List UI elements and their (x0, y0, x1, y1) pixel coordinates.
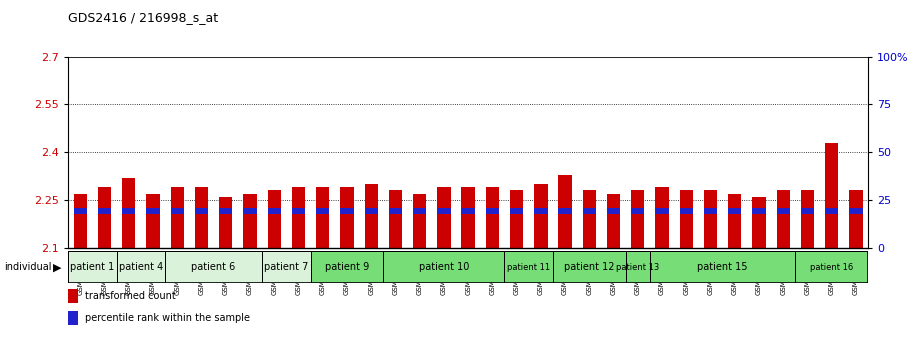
Bar (365, 208, 378, 214)
Bar (795, 251, 868, 283)
Bar (316, 187, 329, 248)
Bar (122, 178, 135, 248)
Bar (625, 251, 650, 283)
Bar (680, 190, 693, 248)
Bar (98, 208, 111, 214)
Bar (146, 194, 160, 248)
Bar (534, 184, 547, 248)
Text: patient 15: patient 15 (697, 262, 748, 272)
Text: patient 10: patient 10 (419, 262, 469, 272)
Bar (553, 251, 625, 283)
Bar (389, 208, 402, 214)
Bar (680, 208, 693, 214)
Bar (384, 251, 504, 283)
Bar (413, 194, 426, 248)
Text: patient 6: patient 6 (192, 262, 235, 272)
Bar (753, 197, 765, 248)
Text: ▶: ▶ (53, 262, 61, 272)
Text: patient 4: patient 4 (119, 262, 163, 272)
Bar (68, 251, 116, 283)
Bar (558, 175, 572, 248)
Text: transformed count: transformed count (85, 291, 175, 301)
Bar (462, 208, 474, 214)
Bar (389, 190, 402, 248)
Bar (74, 194, 87, 248)
Bar (534, 208, 547, 214)
Bar (849, 208, 863, 214)
Bar (122, 208, 135, 214)
Bar (340, 208, 354, 214)
Text: GDS2416 / 216998_s_at: GDS2416 / 216998_s_at (68, 11, 218, 24)
Bar (244, 208, 256, 214)
Bar (195, 187, 208, 248)
Bar (631, 208, 644, 214)
Bar (801, 190, 814, 248)
Bar (195, 208, 208, 214)
Text: patient 12: patient 12 (564, 262, 614, 272)
Bar (340, 187, 354, 248)
Bar (728, 194, 742, 248)
Text: patient 13: patient 13 (616, 263, 659, 272)
Bar (316, 208, 329, 214)
Bar (146, 208, 160, 214)
Bar (558, 208, 572, 214)
Bar (292, 187, 305, 248)
Bar (728, 208, 742, 214)
Bar (650, 251, 795, 283)
Bar (244, 194, 256, 248)
Bar (267, 208, 281, 214)
Bar (631, 190, 644, 248)
Bar (753, 208, 765, 214)
Bar (292, 208, 305, 214)
Bar (485, 187, 499, 248)
Text: individual: individual (5, 262, 52, 272)
Bar (68, 289, 78, 303)
Bar (413, 208, 426, 214)
Bar (116, 251, 165, 283)
Bar (311, 251, 384, 283)
Bar (655, 187, 669, 248)
Bar (825, 208, 838, 214)
Bar (437, 208, 451, 214)
Bar (165, 251, 262, 283)
Bar (607, 208, 620, 214)
Bar (219, 208, 233, 214)
Bar (365, 184, 378, 248)
Text: patient 7: patient 7 (265, 262, 308, 272)
Bar (776, 190, 790, 248)
Bar (704, 190, 717, 248)
Bar (510, 190, 524, 248)
Bar (510, 208, 524, 214)
Bar (437, 187, 451, 248)
Bar (825, 143, 838, 248)
Bar (583, 190, 596, 248)
Text: patient 1: patient 1 (70, 262, 115, 272)
Bar (776, 208, 790, 214)
Text: patient 16: patient 16 (810, 263, 854, 272)
Bar (485, 208, 499, 214)
Bar (171, 208, 184, 214)
Bar (171, 187, 184, 248)
Text: patient 11: patient 11 (507, 263, 550, 272)
Text: percentile rank within the sample: percentile rank within the sample (85, 313, 250, 323)
Bar (504, 251, 553, 283)
Bar (583, 208, 596, 214)
Text: patient 9: patient 9 (325, 262, 369, 272)
Bar (68, 311, 78, 325)
Bar (267, 190, 281, 248)
Bar (262, 251, 311, 283)
Bar (704, 208, 717, 214)
Bar (74, 208, 87, 214)
Bar (849, 190, 863, 248)
Bar (801, 208, 814, 214)
Bar (219, 197, 233, 248)
Bar (462, 187, 474, 248)
Bar (98, 187, 111, 248)
Bar (655, 208, 669, 214)
Bar (607, 194, 620, 248)
